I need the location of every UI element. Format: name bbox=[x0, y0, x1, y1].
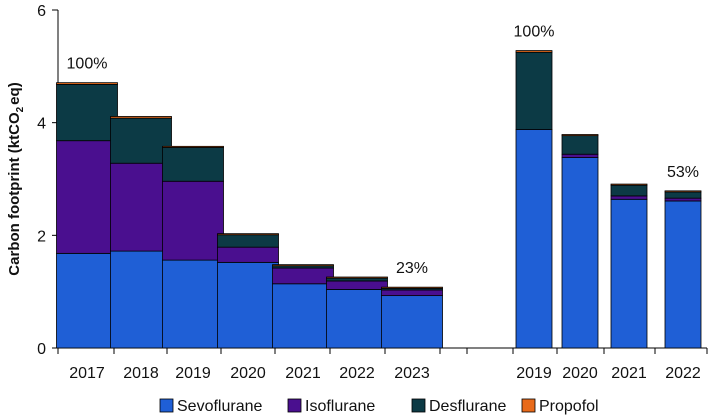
bar-segment-sevoflurane bbox=[217, 261, 279, 349]
x-tick-label: 2019 bbox=[175, 365, 211, 382]
bar-segment-isoflurane bbox=[664, 197, 702, 202]
x-tick-label: 2021 bbox=[285, 365, 321, 382]
y-tick-label: 2 bbox=[37, 228, 46, 245]
legend-label-desflurane: Desflurane bbox=[429, 398, 506, 415]
bar-segment-propofol bbox=[381, 286, 443, 289]
percentage-annotation: 100% bbox=[514, 24, 555, 41]
bar-segment-propofol bbox=[515, 50, 553, 53]
bar-segment-isoflurane bbox=[110, 162, 172, 252]
y-axis-label-sub: 2 bbox=[15, 106, 26, 112]
bar-segment-desflurane bbox=[515, 51, 553, 130]
x-tick-label: 2022 bbox=[339, 365, 375, 382]
bar-segment-desflurane bbox=[664, 191, 702, 199]
y-tick-label: 0 bbox=[37, 341, 46, 358]
x-tick-label: 2020 bbox=[562, 365, 598, 382]
y-ticks: 0 2 4 6 bbox=[37, 3, 58, 358]
legend-swatch-isoflurane bbox=[287, 398, 302, 413]
bar-segment-sevoflurane bbox=[381, 295, 443, 349]
bar-segment-isoflurane bbox=[162, 180, 224, 261]
y-tick-label: 4 bbox=[37, 116, 46, 133]
x-tick-label: 2020 bbox=[230, 365, 266, 382]
bar-segment-sevoflurane bbox=[561, 157, 599, 349]
y-axis-label-main: Carbon footprint (ktCO bbox=[6, 112, 23, 276]
x-tick-label: 2018 bbox=[123, 365, 159, 382]
legend-swatch-desflurane bbox=[411, 398, 426, 413]
legend-label-propofol: Propofol bbox=[539, 398, 599, 415]
legend-label-sevoflurane: Sevoflurane bbox=[177, 398, 262, 415]
bar-segment-isoflurane bbox=[272, 267, 334, 285]
annotations: 100% 23% 100% 53% bbox=[67, 24, 699, 278]
legend-swatch-propofol bbox=[521, 398, 536, 413]
bar-segment-propofol bbox=[217, 233, 279, 236]
bar-segment-sevoflurane bbox=[664, 200, 702, 349]
bar-segment-isoflurane bbox=[381, 289, 443, 297]
bar-segment-isoflurane bbox=[56, 140, 118, 254]
bar-segment-sevoflurane bbox=[610, 198, 648, 349]
bar-segment-propofol bbox=[664, 190, 702, 193]
bar-segment-desflurane bbox=[610, 184, 648, 197]
bar-segment-propofol bbox=[162, 145, 224, 148]
x-tick-label: 2017 bbox=[69, 365, 105, 382]
bar-segment-propofol bbox=[110, 116, 172, 119]
x-tick-label: 2022 bbox=[665, 365, 701, 382]
bar-segment-sevoflurane bbox=[56, 252, 118, 349]
bar-segment-desflurane bbox=[56, 83, 118, 142]
legend-label-isoflurane: Isoflurane bbox=[305, 398, 375, 415]
bar-segment-isoflurane bbox=[217, 246, 279, 263]
percentage-annotation: 100% bbox=[67, 56, 108, 73]
x-tick-label: 2019 bbox=[516, 365, 552, 382]
bars bbox=[56, 50, 702, 349]
bar-segment-desflurane bbox=[326, 277, 388, 282]
y-axis-label: Carbon footprint (ktCO2eq) bbox=[6, 82, 26, 275]
bar-segment-isoflurane bbox=[610, 195, 648, 200]
bar-segment-sevoflurane bbox=[110, 250, 172, 349]
x-tick-label: 2021 bbox=[611, 365, 647, 382]
bar-segment-sevoflurane bbox=[326, 289, 388, 349]
bar-segment-propofol bbox=[561, 134, 599, 137]
bar-segment-propofol bbox=[56, 82, 118, 85]
bar-segment-desflurane bbox=[217, 234, 279, 248]
bar-segment-propofol bbox=[610, 183, 648, 186]
x-tick-label: 2023 bbox=[394, 365, 430, 382]
percentage-annotation: 23% bbox=[396, 260, 428, 277]
bar-segment-propofol bbox=[272, 264, 334, 267]
bar-segment-isoflurane bbox=[326, 280, 388, 290]
bar-segment-sevoflurane bbox=[272, 283, 334, 349]
bar-segment-sevoflurane bbox=[162, 259, 224, 349]
x-ticks: 2017 2018 2019 2020 2021 2022 2023 2019 2020 2021… bbox=[57, 348, 708, 382]
bar-segment-propofol bbox=[326, 276, 388, 279]
bar-segment-isoflurane bbox=[561, 153, 599, 158]
bar-segment-desflurane bbox=[110, 117, 172, 164]
bar-segment-desflurane bbox=[162, 147, 224, 182]
bar-segment-desflurane bbox=[561, 135, 599, 155]
y-axis-label-end: eq) bbox=[6, 82, 23, 105]
bar-segment-sevoflurane bbox=[515, 129, 553, 349]
legend-swatch-sevoflurane bbox=[159, 398, 174, 413]
legend: Sevoflurane Isoflurane Desflurane Propofol bbox=[159, 398, 599, 415]
y-tick-label: 6 bbox=[37, 3, 46, 20]
percentage-annotation: 53% bbox=[667, 164, 699, 181]
